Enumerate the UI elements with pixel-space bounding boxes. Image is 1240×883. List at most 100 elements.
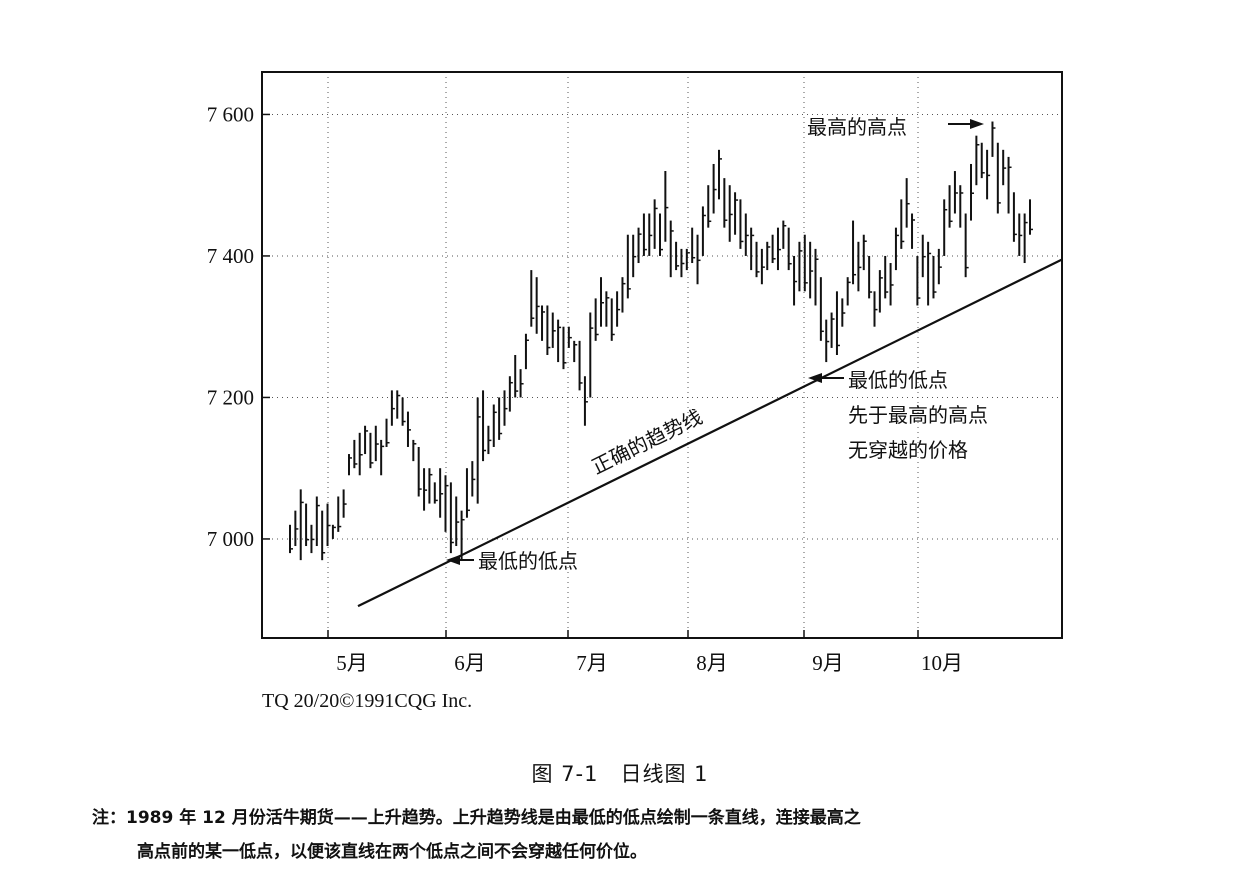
price-bar (519, 369, 524, 398)
price-bar (1023, 213, 1028, 264)
x-tick-label: 9月 (812, 651, 844, 675)
price-bar (567, 326, 572, 348)
price-bar (911, 213, 916, 249)
price-bar (390, 390, 395, 426)
price-bar (975, 135, 980, 186)
price-bar (364, 425, 369, 455)
price-bar (723, 178, 728, 228)
price-bar (996, 142, 1001, 214)
price-bar (626, 234, 631, 299)
price-bar (991, 121, 996, 157)
price-bar (535, 277, 540, 334)
y-tick-label: 7 600 (207, 102, 254, 126)
price-bar (642, 213, 647, 256)
price-bar (632, 234, 637, 278)
price-bar (953, 171, 958, 214)
price-bar (787, 227, 792, 271)
price-bar (337, 496, 342, 532)
x-tick-label: 8月 (696, 651, 728, 675)
price-bar (701, 206, 706, 256)
highest-high-label: 最高的高点 (807, 115, 907, 139)
copyright-text: TQ 20/20©1991CQG Inc. (262, 690, 473, 712)
price-bar (557, 319, 562, 363)
price-bar (744, 213, 749, 256)
figure-note: 注：1989 年 12 月份活牛期货——上升趋势。上升趋势线是由最低的低点绘制一… (92, 801, 1227, 869)
secondary-low-arrowhead (808, 373, 822, 383)
price-bar (353, 439, 358, 469)
price-bar (1029, 199, 1033, 235)
price-bar (465, 468, 470, 518)
price-bar (932, 255, 937, 299)
price-bar (471, 461, 476, 497)
price-bar (417, 446, 422, 497)
lowest-low-label: 最低的低点 (478, 549, 578, 573)
price-bar (524, 333, 529, 370)
price-bar (846, 277, 851, 306)
price-bar (514, 355, 519, 398)
price-bar (653, 199, 658, 249)
price-bar (776, 227, 781, 271)
price-bar (793, 255, 798, 306)
note-line-1: 注：1989 年 12 月份活牛期货——上升趋势。上升趋势线是由最低的低点绘制一… (92, 808, 861, 828)
highest-high-arrowhead (970, 119, 984, 129)
x-tick-label: 7月 (576, 651, 608, 675)
price-bar (455, 496, 460, 547)
price-bar (406, 411, 411, 447)
price-bar (970, 163, 975, 221)
price-bar (803, 234, 808, 292)
price-bar (691, 227, 696, 264)
price-bar (444, 475, 449, 532)
price-bar (1007, 156, 1012, 214)
secondary-low-label-1: 最低的低点 (848, 368, 948, 392)
price-bar (589, 312, 594, 398)
price-bar (750, 227, 755, 271)
price-bar (712, 163, 717, 214)
price-bar (498, 397, 503, 440)
price-bar (423, 468, 428, 511)
price-bar (562, 326, 567, 370)
lowest-low-arrowhead (446, 555, 460, 565)
price-bar (798, 241, 803, 292)
price-bar (487, 425, 492, 455)
price-bar (439, 468, 444, 518)
price-bar (841, 298, 846, 327)
figure-title: 图 7-1 日线图 1 (531, 762, 709, 786)
price-bar (396, 390, 401, 419)
price-bar (873, 291, 878, 327)
price-bar (482, 390, 487, 462)
price-bar (739, 199, 744, 249)
price-bar (766, 241, 771, 271)
price-bar (835, 291, 840, 355)
price-bar (696, 234, 701, 285)
price-bar (878, 270, 883, 313)
price-bar (889, 263, 894, 306)
price-bar (964, 213, 969, 278)
price-bar (412, 439, 417, 462)
price-bar (862, 234, 867, 271)
price-bar (401, 397, 406, 426)
price-bar (358, 432, 363, 476)
price-bar (894, 227, 899, 271)
y-tick-label: 7 000 (207, 527, 254, 551)
price-bar (980, 142, 985, 179)
price-bar (428, 468, 433, 504)
price-bar (814, 248, 819, 306)
price-bar (583, 376, 588, 426)
x-tick-label: 5月 (336, 651, 368, 675)
price-bar (594, 298, 599, 341)
price-bar (374, 425, 379, 462)
price-bar (825, 319, 830, 363)
price-bar (927, 241, 932, 306)
price-bar (921, 234, 926, 278)
price-bar (460, 510, 465, 561)
price-bar (305, 503, 310, 547)
price-bar (369, 432, 374, 469)
x-tick-label: 10月 (921, 651, 963, 675)
price-bar (299, 489, 304, 561)
price-bar (385, 418, 390, 447)
price-bar (546, 305, 551, 355)
price-bar (600, 277, 605, 327)
price-bar (508, 376, 513, 412)
price-bar (1012, 192, 1017, 242)
